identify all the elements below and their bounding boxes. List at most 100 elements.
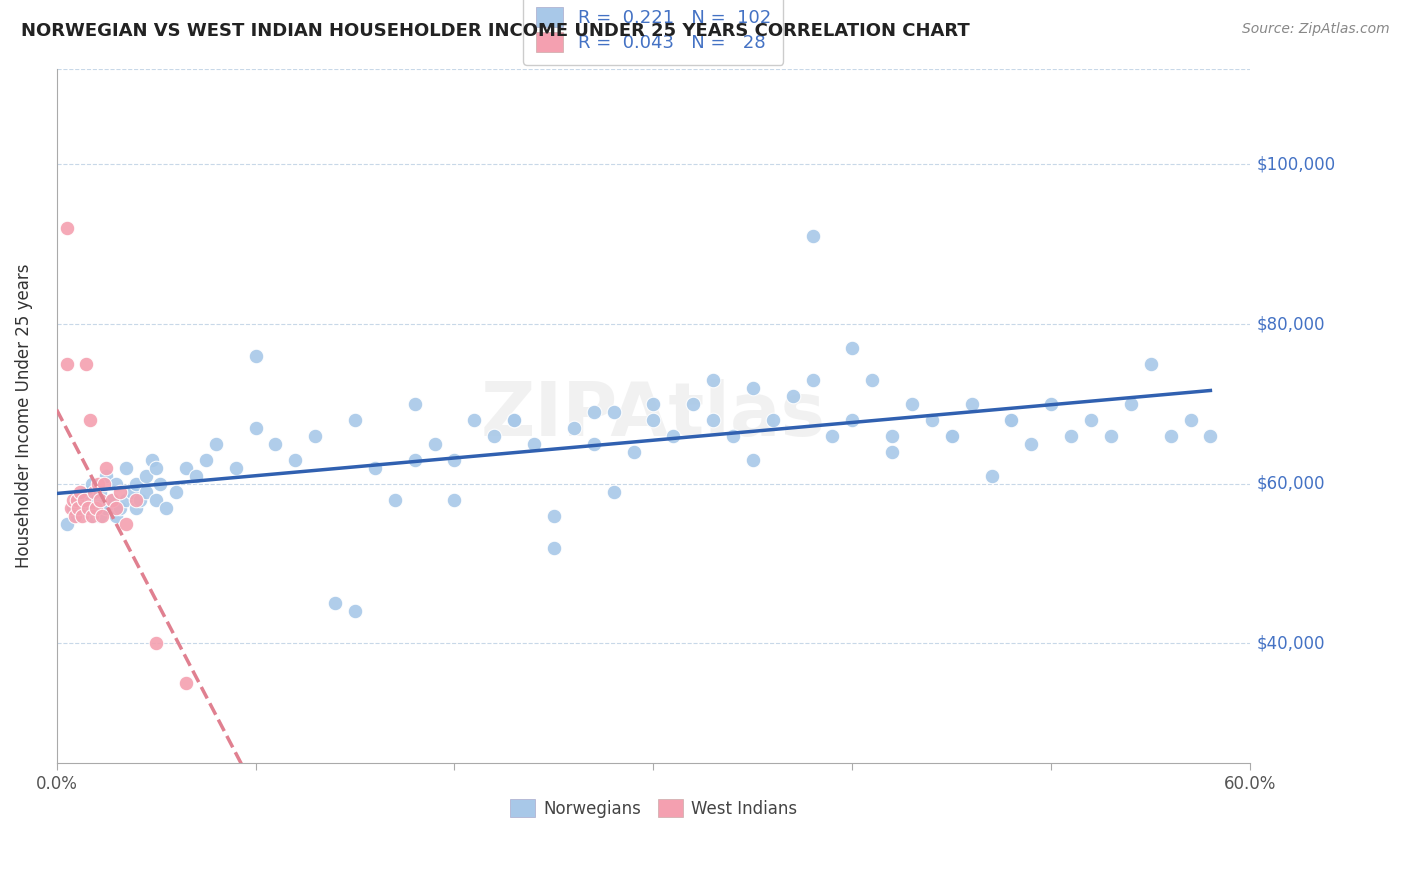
Point xyxy=(73,492,96,507)
Point xyxy=(67,500,90,515)
Point xyxy=(941,429,963,443)
Point xyxy=(264,436,287,450)
Point xyxy=(643,397,665,411)
Point xyxy=(841,341,863,355)
Point xyxy=(101,492,124,507)
Point xyxy=(1040,397,1063,411)
Point xyxy=(443,452,465,467)
Point xyxy=(503,413,526,427)
Point xyxy=(115,460,138,475)
Point xyxy=(135,468,157,483)
Point xyxy=(86,500,108,515)
Point xyxy=(174,676,197,690)
Point xyxy=(62,500,84,515)
Point xyxy=(89,492,111,507)
Point xyxy=(921,413,943,427)
Point xyxy=(82,508,104,523)
Point xyxy=(860,373,883,387)
Point xyxy=(115,516,138,531)
Point xyxy=(75,357,97,371)
Point xyxy=(89,508,111,523)
Point xyxy=(77,500,100,515)
Point xyxy=(75,484,97,499)
Point xyxy=(1180,413,1202,427)
Point xyxy=(91,508,114,523)
Point xyxy=(343,604,366,618)
Point xyxy=(194,452,217,467)
Point xyxy=(801,373,824,387)
Point xyxy=(741,381,763,395)
Point xyxy=(69,492,91,507)
Point xyxy=(404,397,426,411)
Point xyxy=(89,484,111,499)
Point xyxy=(463,413,485,427)
Point xyxy=(623,444,645,458)
Point xyxy=(1139,357,1161,371)
Point xyxy=(882,444,904,458)
Text: ZIPAtlas: ZIPAtlas xyxy=(481,379,825,452)
Point xyxy=(110,500,132,515)
Point xyxy=(75,500,97,515)
Point xyxy=(225,460,247,475)
Point xyxy=(145,460,167,475)
Point xyxy=(65,492,87,507)
Point xyxy=(1000,413,1022,427)
Point xyxy=(304,429,326,443)
Point xyxy=(384,492,406,507)
Point xyxy=(87,476,110,491)
Point xyxy=(72,508,94,523)
Point xyxy=(503,413,526,427)
Point xyxy=(59,500,82,515)
Text: Source: ZipAtlas.com: Source: ZipAtlas.com xyxy=(1241,22,1389,37)
Point xyxy=(129,492,152,507)
Point xyxy=(284,452,307,467)
Point xyxy=(841,413,863,427)
Point xyxy=(443,492,465,507)
Point xyxy=(1199,429,1222,443)
Text: $80,000: $80,000 xyxy=(1256,315,1324,333)
Point xyxy=(105,508,128,523)
Point xyxy=(82,476,104,491)
Point xyxy=(602,484,624,499)
Point xyxy=(184,468,207,483)
Point xyxy=(96,468,118,483)
Point xyxy=(62,492,84,507)
Point xyxy=(174,460,197,475)
Point xyxy=(484,429,506,443)
Point xyxy=(343,413,366,427)
Point xyxy=(83,484,105,499)
Point xyxy=(801,229,824,244)
Text: $60,000: $60,000 xyxy=(1256,475,1324,492)
Point xyxy=(55,516,77,531)
Point xyxy=(79,413,101,427)
Point xyxy=(523,436,546,450)
Text: NORWEGIAN VS WEST INDIAN HOUSEHOLDER INCOME UNDER 25 YEARS CORRELATION CHART: NORWEGIAN VS WEST INDIAN HOUSEHOLDER INC… xyxy=(21,22,970,40)
Point xyxy=(1060,429,1083,443)
Point xyxy=(543,541,565,555)
Point xyxy=(423,436,446,450)
Y-axis label: Householder Income Under 25 years: Householder Income Under 25 years xyxy=(15,263,32,568)
Point xyxy=(543,508,565,523)
Point xyxy=(602,405,624,419)
Point xyxy=(149,476,172,491)
Point xyxy=(145,492,167,507)
Point xyxy=(882,429,904,443)
Point xyxy=(1080,413,1102,427)
Point xyxy=(65,508,87,523)
Point xyxy=(245,349,267,363)
Point xyxy=(941,429,963,443)
Point xyxy=(1000,413,1022,427)
Point xyxy=(404,452,426,467)
Point xyxy=(562,421,585,435)
Point xyxy=(82,508,104,523)
Point xyxy=(721,429,744,443)
Point xyxy=(96,500,118,515)
Point xyxy=(141,452,163,467)
Point xyxy=(741,452,763,467)
Point xyxy=(86,492,108,507)
Point xyxy=(55,357,77,371)
Point xyxy=(110,484,132,499)
Point xyxy=(86,500,108,515)
Point xyxy=(125,492,148,507)
Point xyxy=(101,492,124,507)
